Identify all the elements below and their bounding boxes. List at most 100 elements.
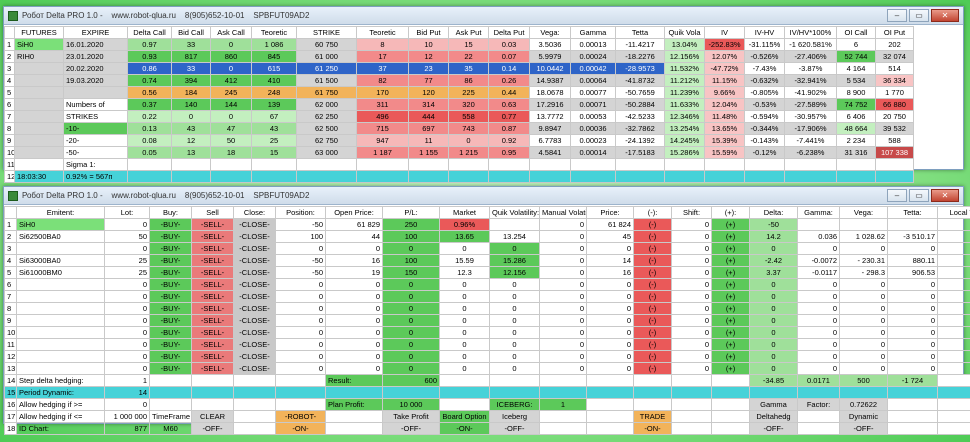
cell-buy[interactable]: -BUY- bbox=[149, 218, 192, 231]
cell-close[interactable]: -CLOSE- bbox=[233, 338, 276, 351]
cell-emitent[interactable] bbox=[16, 362, 105, 375]
cell-plus[interactable]: (+) bbox=[711, 254, 750, 267]
cell-buy[interactable]: -BUY- bbox=[149, 254, 192, 267]
cell-lot[interactable]: 0 bbox=[104, 302, 150, 315]
cell-minus[interactable]: (-) bbox=[633, 326, 672, 339]
cell-buy[interactable]: -BUY- bbox=[149, 290, 192, 303]
cell-close[interactable]: -CLOSE- bbox=[233, 242, 276, 255]
step-hedging-input[interactable]: 1 bbox=[104, 374, 150, 387]
cell-shift[interactable]: 0 bbox=[671, 362, 712, 375]
period-dynamic-input[interactable]: 14 bbox=[104, 386, 150, 399]
close-button[interactable]: ✕ bbox=[931, 9, 959, 22]
allow-hedging-max-input[interactable]: 1 000 000 bbox=[104, 410, 150, 423]
cell-lot[interactable]: 0 bbox=[104, 242, 150, 255]
cell-lot[interactable]: 0 bbox=[104, 218, 150, 231]
id-chart-input[interactable]: 877 bbox=[104, 422, 150, 435]
trade-toggle[interactable]: -ON- bbox=[633, 422, 672, 435]
minimize-button[interactable]: – bbox=[887, 9, 907, 22]
cell-plus[interactable]: (+) bbox=[711, 362, 750, 375]
cell-manual-volatility[interactable]: 0 bbox=[539, 362, 587, 375]
cell-shift[interactable]: 0 bbox=[671, 230, 712, 243]
cell-minus[interactable]: (-) bbox=[633, 314, 672, 327]
take-profit-toggle[interactable]: -OFF- bbox=[382, 422, 440, 435]
cell-shift[interactable]: 0 bbox=[671, 350, 712, 363]
cell-emitent[interactable] bbox=[16, 326, 105, 339]
cell-minus[interactable]: (-) bbox=[633, 338, 672, 351]
cell-emitent[interactable] bbox=[16, 314, 105, 327]
window-titlebar[interactable]: Робот Delta PRO 1.0 - www.robot-qlua.ru … bbox=[4, 187, 963, 205]
cell-plus[interactable]: (+) bbox=[711, 338, 750, 351]
cell-lot[interactable]: 0 bbox=[104, 338, 150, 351]
iceberg-toggle[interactable]: -OFF- bbox=[489, 422, 540, 435]
cell-close[interactable]: -CLOSE- bbox=[233, 362, 276, 375]
cell-sell[interactable]: -SELL- bbox=[191, 278, 234, 291]
cell-expire[interactable]: -10- bbox=[63, 122, 128, 135]
cell-manual-volatility[interactable]: 0 bbox=[539, 314, 587, 327]
cell-manual-volatility[interactable]: 0 bbox=[539, 350, 587, 363]
cell-emitent[interactable] bbox=[16, 290, 105, 303]
cell-emitent[interactable]: Si62500BA0 bbox=[16, 230, 105, 243]
minimize-button[interactable]: – bbox=[887, 189, 907, 202]
cell-sell[interactable]: -SELL- bbox=[191, 314, 234, 327]
clear-button[interactable]: CLEAR bbox=[191, 410, 234, 423]
cell-plus[interactable]: (+) bbox=[711, 278, 750, 291]
cell-sell[interactable]: -SELL- bbox=[191, 254, 234, 267]
cell-close[interactable]: -CLOSE- bbox=[233, 314, 276, 327]
timeframe-value[interactable]: M60 bbox=[149, 422, 192, 435]
cell-minus[interactable]: (-) bbox=[633, 230, 672, 243]
cell-minus[interactable]: (-) bbox=[633, 302, 672, 315]
cell-buy[interactable]: -BUY- bbox=[149, 230, 192, 243]
cell-emitent[interactable] bbox=[16, 350, 105, 363]
cell-emitent[interactable] bbox=[16, 302, 105, 315]
cell-close[interactable]: -CLOSE- bbox=[233, 350, 276, 363]
cell-lot[interactable]: 25 bbox=[104, 254, 150, 267]
cell-shift[interactable]: 0 bbox=[671, 338, 712, 351]
cell-buy[interactable]: -BUY- bbox=[149, 266, 192, 279]
cell-close[interactable]: -CLOSE- bbox=[233, 266, 276, 279]
cell-close[interactable]: -CLOSE- bbox=[233, 278, 276, 291]
cell-emitent[interactable] bbox=[16, 278, 105, 291]
cell-manual-volatility[interactable]: 0 bbox=[539, 242, 587, 255]
cell-sell[interactable]: -SELL- bbox=[191, 350, 234, 363]
cell-sell[interactable]: -SELL- bbox=[191, 242, 234, 255]
deltahedg-toggle[interactable]: -OFF- bbox=[749, 422, 798, 435]
cell-lot[interactable]: 0 bbox=[104, 362, 150, 375]
cell-shift[interactable]: 0 bbox=[671, 302, 712, 315]
cell-close[interactable]: -CLOSE- bbox=[233, 302, 276, 315]
cell-lot[interactable]: 0 bbox=[104, 350, 150, 363]
maximize-button[interactable]: ▭ bbox=[909, 189, 929, 202]
cell-lot[interactable]: 0 bbox=[104, 278, 150, 291]
cell-emitent[interactable]: Si63000BA0 bbox=[16, 254, 105, 267]
cell-manual-volatility[interactable]: 0 bbox=[539, 266, 587, 279]
cell-minus[interactable]: (-) bbox=[633, 350, 672, 363]
cell-sell[interactable]: -SELL- bbox=[191, 338, 234, 351]
cell-minus[interactable]: (-) bbox=[633, 362, 672, 375]
cell-shift[interactable]: 0 bbox=[671, 242, 712, 255]
cell-buy[interactable]: -BUY- bbox=[149, 278, 192, 291]
cell-minus[interactable]: (-) bbox=[633, 290, 672, 303]
cell-manual-volatility[interactable]: 0 bbox=[539, 302, 587, 315]
cell-sell[interactable]: -SELL- bbox=[191, 290, 234, 303]
cell-shift[interactable]: 0 bbox=[671, 290, 712, 303]
cell-close[interactable]: -CLOSE- bbox=[233, 326, 276, 339]
cell-buy[interactable]: -BUY- bbox=[149, 338, 192, 351]
cell-manual-volatility[interactable]: 0 bbox=[539, 254, 587, 267]
cell-plus[interactable]: (+) bbox=[711, 266, 750, 279]
cell-close[interactable]: -CLOSE- bbox=[233, 254, 276, 267]
cell-manual-volatility[interactable]: 0 bbox=[539, 326, 587, 339]
cell-minus[interactable]: (-) bbox=[633, 254, 672, 267]
cell-shift[interactable]: 0 bbox=[671, 326, 712, 339]
cell-close[interactable]: -CLOSE- bbox=[233, 218, 276, 231]
board-option-toggle[interactable]: -ON- bbox=[439, 422, 490, 435]
cell-sell[interactable]: -SELL- bbox=[191, 218, 234, 231]
cell-minus[interactable]: (-) bbox=[633, 242, 672, 255]
cell-buy[interactable]: -BUY- bbox=[149, 362, 192, 375]
cell-emitent[interactable] bbox=[16, 338, 105, 351]
cell-sell[interactable]: -SELL- bbox=[191, 302, 234, 315]
cell-plus[interactable]: (+) bbox=[711, 290, 750, 303]
cell-emitent[interactable]: SiH0 bbox=[16, 218, 105, 231]
cell-buy[interactable]: -BUY- bbox=[149, 326, 192, 339]
iceberg-input[interactable]: 1 bbox=[539, 398, 587, 411]
cell-sell[interactable]: -SELL- bbox=[191, 326, 234, 339]
cell-buy[interactable]: -BUY- bbox=[149, 302, 192, 315]
